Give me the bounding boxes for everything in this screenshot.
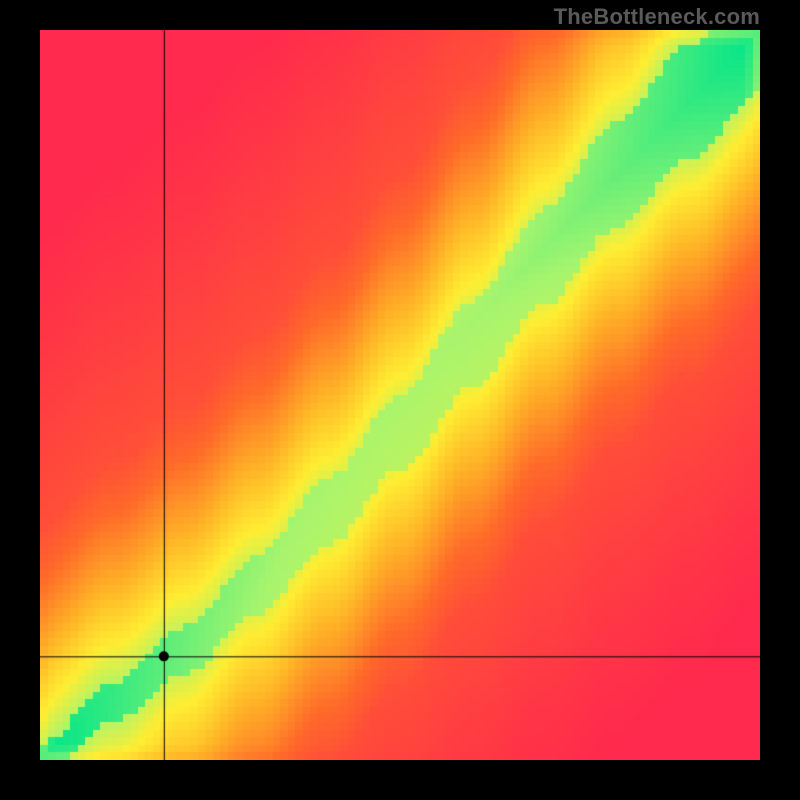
plot-area (40, 30, 760, 760)
chart-outer-frame: TheBottleneck.com (0, 0, 800, 800)
watermark-text: TheBottleneck.com (554, 4, 760, 30)
heatmap-canvas (40, 30, 760, 760)
